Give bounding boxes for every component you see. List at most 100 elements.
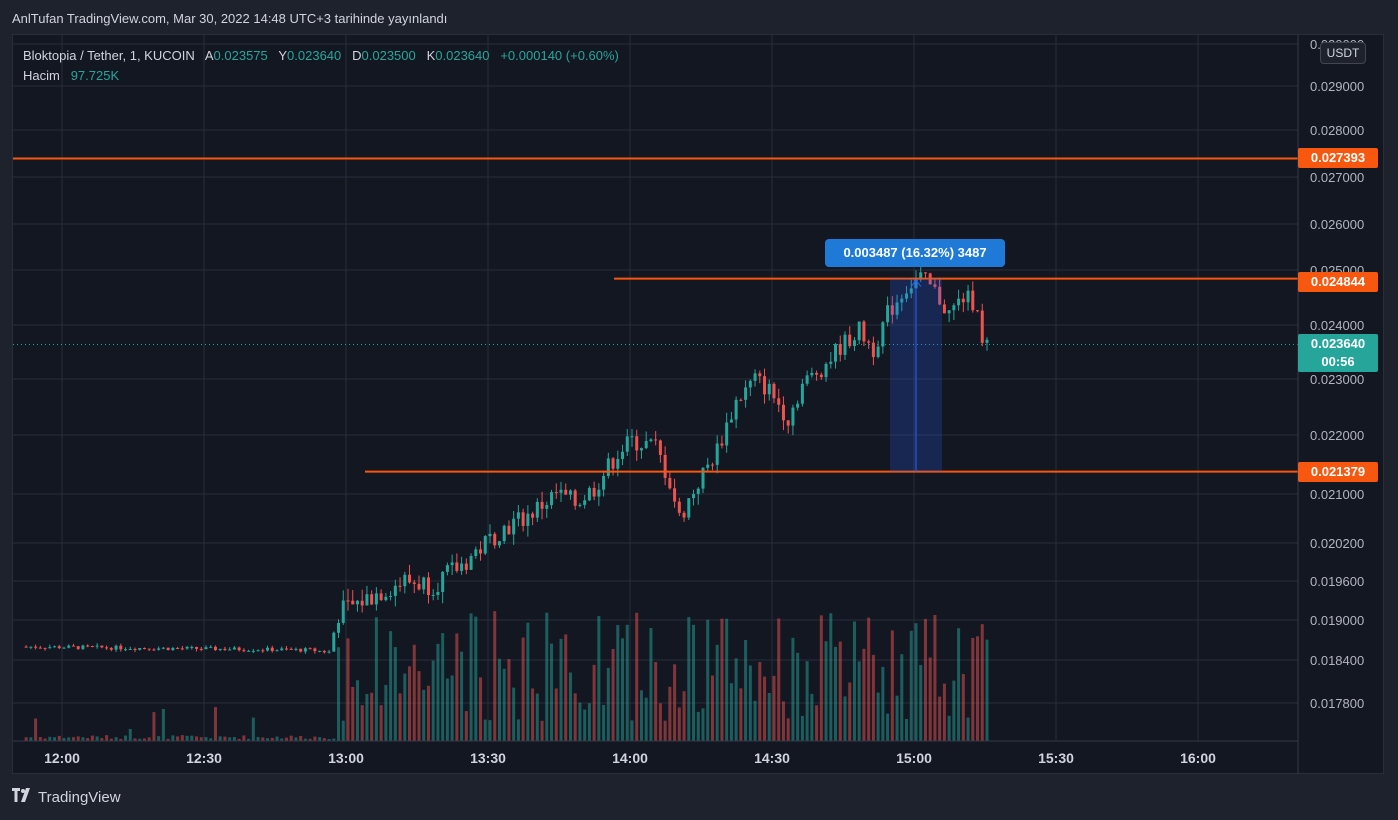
volume-bar xyxy=(38,737,42,741)
volume-bar xyxy=(682,691,686,741)
y-tick-label: 0.019600 xyxy=(1310,574,1364,589)
candle-body xyxy=(218,648,222,651)
volume-bar xyxy=(71,737,75,741)
candle-body xyxy=(654,439,658,441)
candle-body xyxy=(535,501,539,518)
candle-body xyxy=(43,647,47,649)
candle-body xyxy=(531,513,535,518)
candle-body xyxy=(867,341,871,343)
y-tick-label: 0.020200 xyxy=(1310,536,1364,551)
volume-bar xyxy=(57,735,61,741)
candle-body xyxy=(327,651,331,653)
volume-bar xyxy=(592,664,596,741)
y-tick-label: 0.027000 xyxy=(1310,170,1364,185)
volume-bar xyxy=(119,738,123,741)
candle-body xyxy=(195,646,199,649)
candle-body xyxy=(658,440,662,455)
legend-volume-row: Hacim 97.725K xyxy=(23,66,619,86)
candle-body xyxy=(398,585,402,587)
volume-bar xyxy=(625,624,629,741)
candle-body xyxy=(815,372,819,375)
volume-bar xyxy=(147,737,151,741)
volume-bar xyxy=(365,694,369,741)
candle-body xyxy=(261,650,265,652)
level-tag-support[interactable]: 0.021379 xyxy=(1298,462,1378,482)
x-tick-label: 15:00 xyxy=(896,750,932,766)
legend-symbol[interactable]: Bloktopia / Tether, 1, KUCOIN xyxy=(23,48,195,63)
candle-body xyxy=(758,373,762,377)
volume-bar xyxy=(531,688,535,741)
candle-body xyxy=(540,501,544,509)
legend-ohlc-row: Bloktopia / Tether, 1, KUCOIN A0.023575 … xyxy=(23,46,619,66)
candle-body xyxy=(171,647,175,651)
candle-body xyxy=(270,647,274,652)
volume-bar xyxy=(266,738,270,741)
candle-body xyxy=(322,650,326,653)
legend-change: +0.000140 (+0.60%) xyxy=(500,48,619,63)
legend-open: 0.023575 xyxy=(213,48,268,63)
candle-body xyxy=(251,650,255,652)
candle-body xyxy=(62,647,66,649)
volume-bar xyxy=(195,736,199,741)
candle-body xyxy=(488,533,492,537)
candle-body xyxy=(294,648,298,650)
volume-bar xyxy=(805,661,809,741)
volume-bar xyxy=(748,665,752,741)
volume-bar xyxy=(389,631,393,741)
volume-bar xyxy=(76,736,80,741)
candle-body xyxy=(469,556,473,570)
volume-bar xyxy=(867,617,871,741)
tradingview-logo[interactable]: TradingView xyxy=(12,788,121,806)
volume-bar xyxy=(758,662,762,741)
volume-bar xyxy=(138,738,142,741)
volume-bar xyxy=(928,657,932,741)
candle-body xyxy=(147,648,151,650)
tradingview-logo-icon xyxy=(12,788,34,806)
volume-bar xyxy=(512,687,516,741)
current-price-tag: 0.023640 00:56 xyxy=(1298,334,1378,372)
candle-body xyxy=(284,648,288,650)
level-tag-mid[interactable]: 0.024844 xyxy=(1298,272,1378,292)
candle-body xyxy=(86,645,90,647)
candle-body xyxy=(573,490,577,506)
volume-bar xyxy=(379,705,383,741)
volume-bar xyxy=(777,618,781,741)
volume-bar xyxy=(890,630,894,741)
candle-body xyxy=(587,487,591,501)
volume-bar xyxy=(62,738,66,741)
candle-body xyxy=(961,298,965,303)
candle-body xyxy=(370,594,374,605)
candle-body xyxy=(966,290,970,303)
level-tag-top[interactable]: 0.027393 xyxy=(1298,148,1378,168)
candle-body xyxy=(412,582,416,584)
candle-body xyxy=(29,646,33,648)
candle-body xyxy=(109,648,113,650)
volume-bar xyxy=(942,683,946,741)
candle-body xyxy=(280,648,284,651)
candle-body xyxy=(512,518,516,535)
candle-body xyxy=(133,648,137,650)
candle-body xyxy=(602,475,606,490)
candle-body xyxy=(355,600,359,605)
volume-bar xyxy=(105,735,109,741)
chart-frame[interactable] xyxy=(12,34,1384,774)
volume-bar xyxy=(43,738,47,741)
measure-label[interactable]: 0.003487 (16.32%) 3487 xyxy=(825,239,1005,267)
currency-button[interactable]: USDT xyxy=(1320,42,1366,64)
legend-high-label: Y xyxy=(278,48,288,63)
volume-bar xyxy=(895,695,899,741)
legend-volume-label[interactable]: Hacim xyxy=(23,68,60,83)
volume-bar xyxy=(540,720,544,741)
candle-body xyxy=(616,459,620,469)
volume-bar xyxy=(318,737,322,741)
volume-bar xyxy=(460,651,464,741)
candle-body xyxy=(862,321,866,342)
candle-body xyxy=(592,487,596,497)
candle-body xyxy=(829,361,833,364)
volume-bar xyxy=(228,737,232,741)
candle-body xyxy=(677,501,681,513)
volume-bar xyxy=(441,633,445,741)
volume-bar xyxy=(781,701,785,741)
volume-bar xyxy=(810,693,814,741)
